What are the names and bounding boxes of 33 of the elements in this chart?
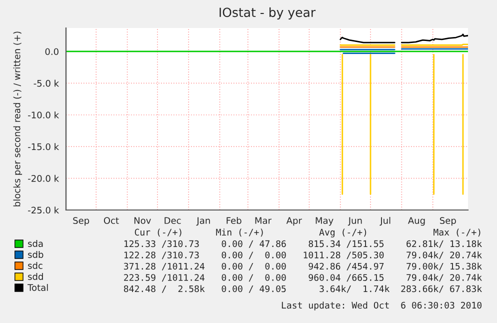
x-tick-label: Mar	[255, 217, 272, 224]
x-tick-label: Jan	[196, 217, 210, 226]
y-tick-label: -10.0 k	[28, 111, 60, 118]
x-tick-label: Dec	[164, 217, 181, 224]
text: 125.33 /310.73 0.00 / 47.86 815.34 /151.55 62.81k/ 13.18k	[124, 240, 482, 248]
x-tick-label: Nov	[134, 217, 151, 224]
y-tick-label: -15.0 k	[28, 143, 60, 150]
x-tick-label: Aug	[408, 217, 425, 226]
y-tick-label: 0.0	[45, 48, 58, 56]
y-tick-label: -5.0 k	[34, 80, 60, 87]
x-tick-label: Sep	[440, 217, 456, 226]
x-tick-label: Jun	[348, 217, 362, 226]
x-tick-label: Feb	[226, 216, 242, 224]
y-axis-title: blocks per second read (-) / written (+)	[13, 32, 22, 206]
text: 371.28 /1011.24 0.00 / 0.00 942.86 /454.97 79.00k/ 15.38k	[124, 262, 482, 270]
chart-title: IOstat - by year	[220, 7, 316, 20]
legend-label: sda	[28, 240, 43, 247]
text: Cur (-/+) Min (-/+) Avg (-/+) Max (-/+)	[134, 228, 480, 238]
x-tick-label: May	[316, 217, 334, 226]
legend-label: sdc	[28, 262, 42, 269]
y-tick-label: -20.0 k	[28, 174, 60, 182]
text: 122.28 /310.73 0.00 / 0.00 1011.28 /505.30 79.04k/ 20.74k	[124, 251, 482, 260]
text: 842.48 / 2.58k 0.00 / 49.05 3.64k/ 1.74k 283.66k/ 67.83k	[124, 285, 482, 293]
text: 223.59 /1011.24 0.00 / 0.00 960.04 /665.15 79.04k/ 20.74k	[124, 274, 482, 282]
text: Last update: Wed Oct 6 06:30:03 2010	[282, 302, 482, 310]
legend-label: Total	[28, 284, 48, 291]
x-tick-label: Sep	[73, 217, 90, 226]
legend-label: sdb	[28, 250, 44, 258]
x-tick-label: Jul	[380, 216, 390, 226]
legend-label: sdd	[28, 272, 43, 280]
y-tick-label: -25.0 k	[28, 206, 60, 214]
x-tick-label: Oct	[104, 217, 119, 224]
x-tick-label: Apr	[286, 217, 302, 226]
